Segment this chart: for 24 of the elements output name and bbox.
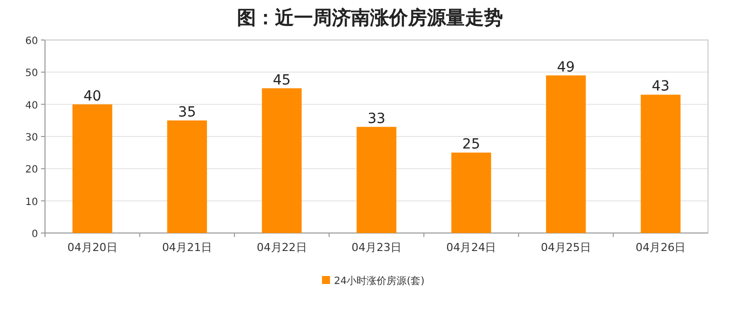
data-label: 33 [368,110,386,127]
y-tick-label: 10 [25,196,38,208]
data-label: 49 [557,59,575,76]
data-label: 45 [272,72,291,88]
x-tick-label: 04月25日 [540,241,591,254]
data-label: 25 [462,136,480,153]
y-tick-label: 30 [25,132,38,144]
chart-title: 图：近一周济南涨价房源量走势 [237,7,503,29]
x-tick-label: 04月23日 [352,241,402,254]
x-tick-label: 04月24日 [446,241,496,254]
data-label: 40 [83,88,102,104]
y-tick-label: 40 [25,100,38,112]
data-label: 35 [178,104,196,120]
y-tick-label: 60 [25,36,38,47]
y-tick-label: 50 [25,68,38,80]
x-tick-label: 04月20日 [67,241,118,254]
legend-label: 24小时涨价房源(套) [334,275,425,287]
legend: 24小时涨价房源(套) [322,276,425,287]
x-tick-label: 04月22日 [256,241,307,254]
y-tick-label: 20 [25,164,38,176]
x-tick-label: 04月21日 [162,241,212,254]
data-label: 43 [652,78,670,95]
y-tick-label: 0 [32,229,38,240]
x-tick-label: 04月26日 [636,241,686,254]
